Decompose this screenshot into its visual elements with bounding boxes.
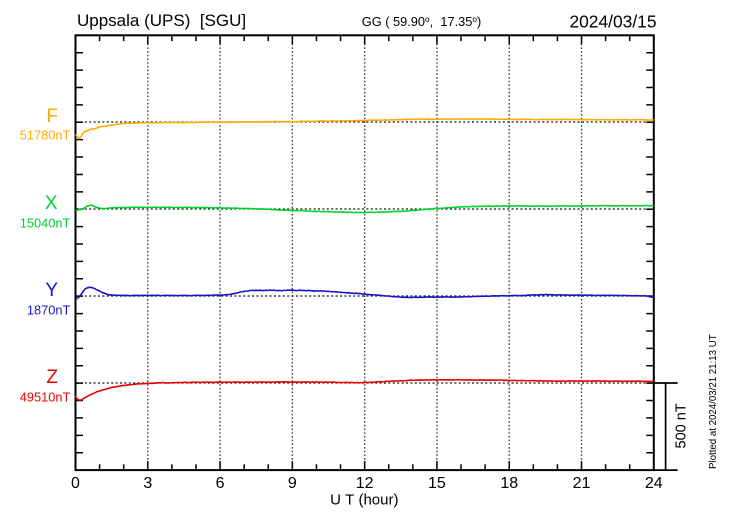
svg-text:Plotted at 2024/03/21 21:13 UT: Plotted at 2024/03/21 21:13 UT bbox=[708, 334, 719, 469]
svg-text:21: 21 bbox=[573, 475, 591, 492]
svg-text:2024/03/15: 2024/03/15 bbox=[569, 12, 656, 32]
svg-text:U T (hour): U T (hour) bbox=[330, 492, 398, 509]
svg-text:9: 9 bbox=[288, 475, 297, 492]
svg-text:Uppsala (UPS) [SGU]: Uppsala (UPS) [SGU] bbox=[77, 11, 246, 30]
svg-text:Y: Y bbox=[45, 280, 58, 301]
svg-text:15040nT: 15040nT bbox=[20, 215, 71, 230]
svg-text:49510nT: 49510nT bbox=[20, 389, 71, 404]
svg-text:3: 3 bbox=[143, 475, 152, 492]
svg-text:24: 24 bbox=[645, 475, 663, 492]
svg-text:51780nT: 51780nT bbox=[20, 128, 71, 143]
svg-text:GG ( 59.90o, 17.35o): GG ( 59.90o, 17.35o) bbox=[362, 14, 482, 29]
svg-text:6: 6 bbox=[216, 475, 225, 492]
svg-text:F: F bbox=[46, 106, 58, 127]
svg-text:12: 12 bbox=[356, 475, 374, 492]
svg-text:X: X bbox=[45, 193, 58, 214]
svg-text:0: 0 bbox=[71, 475, 80, 492]
svg-text:500 nT: 500 nT bbox=[674, 403, 690, 448]
svg-text:18: 18 bbox=[500, 475, 518, 492]
svg-text:1870nT: 1870nT bbox=[27, 302, 71, 317]
svg-text:Z: Z bbox=[46, 367, 58, 388]
svg-text:15: 15 bbox=[428, 475, 446, 492]
